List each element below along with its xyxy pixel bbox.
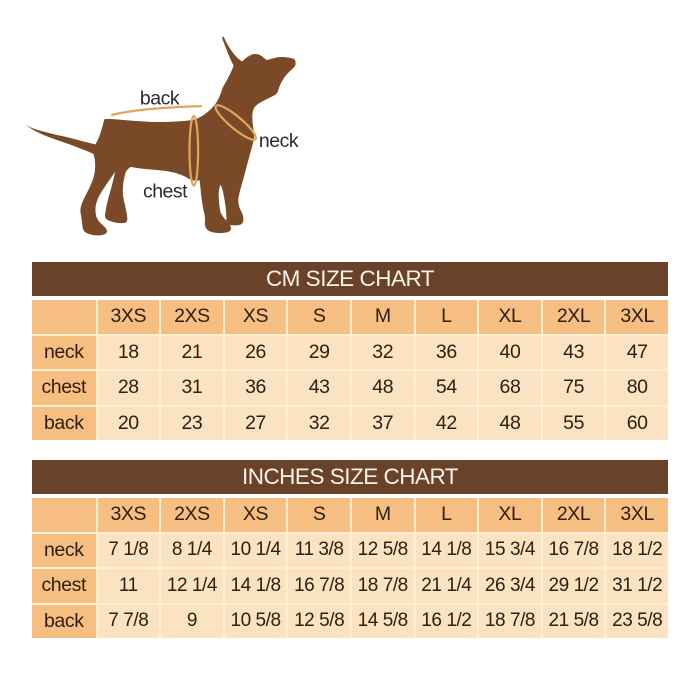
inches-size-chart-title: INCHES SIZE CHART [241, 464, 459, 489]
inches-size-chart-grid: 3XS 2XS XS S M L XL 2XL 3XL neck 7 1/8 8… [32, 498, 668, 638]
cm-size-chart-title-bar: CM SIZE CHART [32, 262, 668, 296]
inches-size-chart-value-cell: 9 [161, 604, 223, 638]
inches-size-chart-value-cell: 10 5/8 [224, 604, 287, 638]
cm-size-chart-value-cell: 60 [606, 406, 668, 440]
cm-size-chart-value-cell: 43 [542, 335, 605, 369]
inches-size-chart-value-cell: 8 1/4 [161, 533, 223, 567]
inches-size-chart-value-cell: 18 7/8 [479, 604, 541, 638]
inches-size-chart-value-cell: 21 1/4 [415, 569, 478, 603]
inches-size-chart-value-cell: 15 3/4 [479, 533, 541, 567]
cm-size-chart-value-cell: 48 [479, 406, 541, 440]
inches-size-chart-value-cell: 16 1/2 [415, 604, 478, 638]
cm-size-chart-value-cell: 18 [97, 335, 160, 369]
inches-size-chart-value-cell: 14 1/8 [415, 533, 478, 567]
inches-size-chart-value-cell: 11 [97, 569, 160, 603]
inches-size-chart-size-header: S [288, 498, 350, 532]
chest-measure-ellipse [188, 114, 200, 187]
inches-size-chart-value-cell: 14 5/8 [351, 604, 414, 638]
back-label: back [140, 88, 180, 110]
cm-size-chart-value-cell: 32 [288, 406, 350, 440]
inches-size-chart-value-cell: 7 1/8 [97, 533, 160, 567]
cm-size-chart-size-header: L [415, 300, 478, 334]
inches-size-chart-value-cell: 31 1/2 [606, 569, 668, 603]
cm-size-chart-row-label: chest [32, 371, 96, 405]
inches-size-chart-value-cell: 10 1/4 [224, 533, 287, 567]
cm-size-chart-value-cell: 29 [288, 335, 350, 369]
cm-size-chart-row-label: back [32, 406, 96, 440]
inches-size-chart: INCHES SIZE CHART 3XS 2XS XS S M L XL 2X… [32, 460, 668, 638]
cm-size-chart-value-cell: 23 [161, 406, 223, 440]
inches-size-chart-size-header: 2XL [542, 498, 605, 532]
inches-size-chart-value-cell: 16 7/8 [288, 569, 350, 603]
cm-size-chart-grid: 3XS 2XS XS S M L XL 2XL 3XL neck 18 21 2… [32, 300, 668, 440]
inches-size-chart-value-cell: 7 7/8 [97, 604, 160, 638]
inches-size-chart-value-cell: 26 3/4 [479, 569, 541, 603]
cm-size-chart-value-cell: 21 [161, 335, 223, 369]
cm-size-chart-value-cell: 27 [224, 406, 287, 440]
neck-label: neck [259, 130, 299, 152]
cm-size-chart-title: CM SIZE CHART [265, 266, 435, 291]
inches-size-chart-row-label: neck [32, 533, 96, 567]
cm-size-chart-value-cell: 26 [224, 335, 287, 369]
inches-size-chart-value-cell: 14 1/8 [224, 569, 287, 603]
cm-size-chart-size-header: M [351, 300, 414, 334]
cm-size-chart-size-header: S [288, 300, 350, 334]
dog-measurement-diagram: back chest neck [26, 36, 299, 236]
inches-size-chart-size-header: XL [479, 498, 541, 532]
cm-size-chart-corner-cell [32, 300, 96, 334]
dog-silhouette [26, 36, 296, 236]
inches-size-chart-row-label: back [32, 604, 96, 638]
inches-size-chart-size-header: M [351, 498, 414, 532]
cm-size-chart-row-label: neck [32, 335, 96, 369]
cm-size-chart-size-header: 3XL [606, 300, 668, 334]
cm-size-chart-value-cell: 47 [606, 335, 668, 369]
cm-size-chart-value-cell: 40 [479, 335, 541, 369]
inches-size-chart-value-cell: 12 5/8 [351, 533, 414, 567]
inches-size-chart-size-header: L [415, 498, 478, 532]
inches-size-chart-row-label: chest [32, 569, 96, 603]
cm-size-chart-value-cell: 28 [97, 371, 160, 405]
cm-size-chart: CM SIZE CHART 3XS 2XS XS S M L XL 2XL 3X… [32, 262, 668, 440]
inches-size-chart-value-cell: 21 5/8 [542, 604, 605, 638]
cm-size-chart-size-header: 3XS [97, 300, 160, 334]
inches-size-chart-value-cell: 18 7/8 [351, 569, 414, 603]
inches-size-chart-size-header: 3XL [606, 498, 668, 532]
cm-size-chart-value-cell: 75 [542, 371, 605, 405]
cm-size-chart-value-cell: 31 [161, 371, 223, 405]
cm-size-chart-value-cell: 48 [351, 371, 414, 405]
cm-size-chart-value-cell: 68 [479, 371, 541, 405]
neck-measure-ellipse [214, 104, 257, 141]
cm-size-chart-value-cell: 37 [351, 406, 414, 440]
cm-size-chart-value-cell: 32 [351, 335, 414, 369]
cm-size-chart-value-cell: 20 [97, 406, 160, 440]
inches-size-chart-value-cell: 11 3/8 [288, 533, 350, 567]
cm-size-chart-size-header: 2XL [542, 300, 605, 334]
cm-size-chart-size-header: XS [224, 300, 287, 334]
inches-size-chart-value-cell: 12 1/4 [161, 569, 223, 603]
cm-size-chart-size-header: 2XS [161, 300, 223, 334]
cm-size-chart-value-cell: 54 [415, 371, 478, 405]
inches-size-chart-size-header: 2XS [161, 498, 223, 532]
inches-size-chart-corner-cell [32, 498, 96, 532]
inches-size-chart-value-cell: 23 5/8 [606, 604, 668, 638]
cm-size-chart-size-header: XL [479, 300, 541, 334]
inches-size-chart-value-cell: 18 1/2 [606, 533, 668, 567]
cm-size-chart-value-cell: 55 [542, 406, 605, 440]
back-measure-line [110, 105, 203, 116]
inches-size-chart-size-header: XS [224, 498, 287, 532]
cm-size-chart-value-cell: 80 [606, 371, 668, 405]
chest-label: chest [143, 181, 188, 203]
inches-size-chart-title-bar: INCHES SIZE CHART [32, 460, 668, 494]
inches-size-chart-size-header: 3XS [97, 498, 160, 532]
inches-size-chart-value-cell: 29 1/2 [542, 569, 605, 603]
cm-size-chart-value-cell: 43 [288, 371, 350, 405]
cm-size-chart-value-cell: 36 [224, 371, 287, 405]
cm-size-chart-value-cell: 36 [415, 335, 478, 369]
inches-size-chart-value-cell: 16 7/8 [542, 533, 605, 567]
inches-size-chart-value-cell: 12 5/8 [288, 604, 350, 638]
cm-size-chart-value-cell: 42 [415, 406, 478, 440]
